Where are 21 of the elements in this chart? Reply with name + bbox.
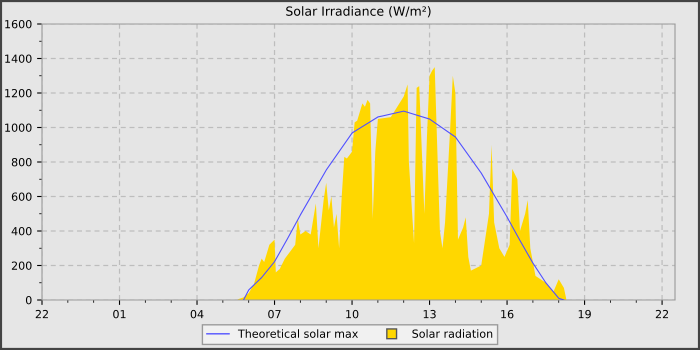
x-tick-label: 01 [113,310,126,318]
y-tick-label: 200 [12,261,32,270]
chart-title: Solar Irradiance (W/m²) [286,6,431,18]
legend-label: Theoretical solar max [238,329,358,338]
y-tick-label: 1400 [5,54,32,63]
y-tick-label: 1000 [5,123,32,132]
x-tick-label: 13 [424,310,436,318]
x-tick-label: 10 [346,310,358,318]
y-tick-label: 1200 [5,88,32,98]
x-tick-label: 19 [578,310,591,318]
x-tick-label: 22 [656,310,668,318]
legend-label: Solar radiation [412,329,492,338]
x-tick-label: 04 [190,310,204,318]
y-tick-label: 400 [12,226,32,236]
x-tick-label: 07 [268,310,281,318]
x-tick-label: 16 [501,310,514,318]
x-tick-label: 22 [36,310,48,318]
y-tick-label: 600 [12,192,32,201]
y-tick-label: 1600 [5,20,32,28]
y-tick-label: 800 [12,158,32,166]
y-tick-label: 0 [26,296,32,304]
